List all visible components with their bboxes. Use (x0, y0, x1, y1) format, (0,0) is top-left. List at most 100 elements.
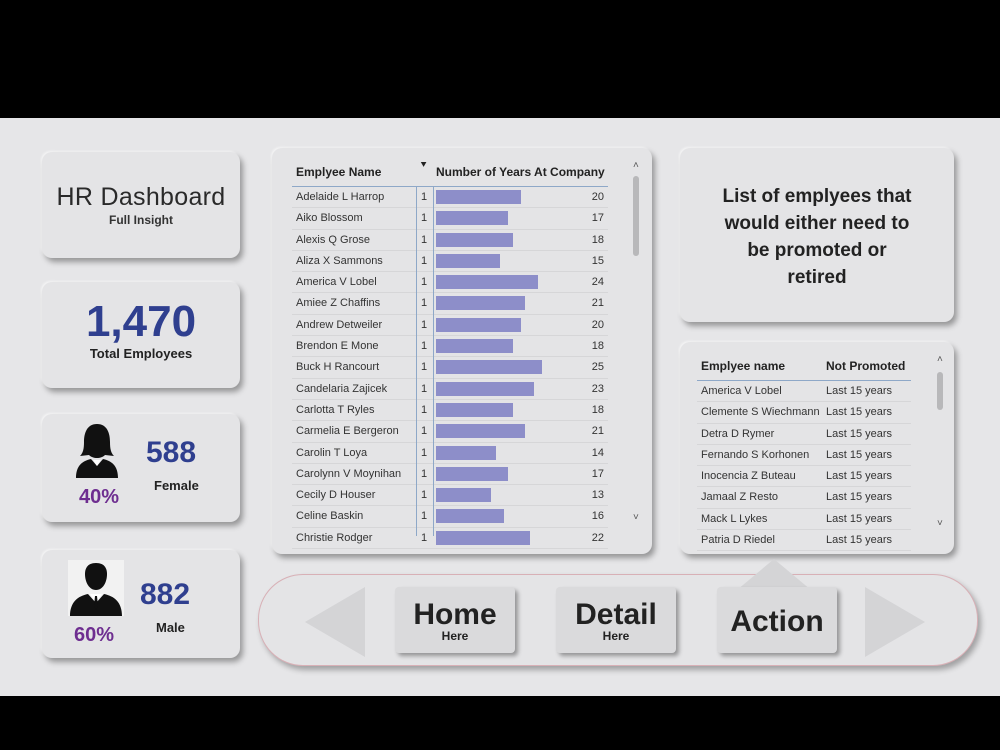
table-row[interactable]: Candelaria Zajicek 1 23 (292, 379, 608, 400)
flag-cell: 1 (421, 297, 428, 310)
table-row[interactable]: Patria D Riedel Last 15 years (697, 530, 911, 552)
table-row[interactable]: Inocencia Z Buteau Last 15 years (697, 466, 911, 488)
employee-name-cell: Carmelia E Bergeron (296, 425, 399, 438)
employee-name-cell: Candelaria Zajicek (296, 382, 388, 395)
male-card: 882 Male 60% (42, 550, 240, 658)
table-body: America V Lobel Last 15 years Clemente S W… (697, 381, 911, 552)
title-card: HR Dashboard Full Insight (42, 152, 240, 258)
flag-cell: 1 (421, 340, 428, 353)
not-promoted-cell: Last 15 years (826, 406, 893, 419)
employee-name-cell: Detra D Rymer (701, 427, 775, 440)
employee-name-cell: Aiko Blossom (296, 212, 363, 225)
flag-cell: 1 (421, 467, 428, 480)
employee-name-cell: America V Lobel (296, 276, 377, 289)
table-row[interactable]: Christie Rodger 1 22 (292, 528, 608, 550)
scroll-up-icon[interactable]: ˄ (937, 354, 943, 365)
action-button-label: Action (730, 605, 824, 638)
info-line: retired (787, 267, 847, 288)
female-percent: 40% (79, 486, 120, 508)
employee-name-cell: Celine Baskin (296, 510, 364, 523)
years-bar (436, 275, 538, 290)
scroll-down-icon[interactable]: ˅ (937, 518, 943, 529)
flag-cell: 1 (421, 318, 428, 331)
table-row[interactable]: Adelaide L Harrop 1 20 (292, 187, 608, 209)
years-value-cell: 18 (591, 340, 604, 353)
flag-cell: 1 (421, 361, 428, 374)
up-arrow-icon[interactable] (729, 557, 819, 597)
scroll-up-icon[interactable]: ˄ (633, 160, 639, 171)
employee-name-cell: Brendon E Mone (296, 340, 379, 353)
scroll-down-icon[interactable]: ˅ (633, 512, 639, 523)
dashboard-title: HR Dashboard (56, 183, 226, 211)
employee-name-cell: Inocencia Z Buteau (701, 470, 796, 483)
table-row[interactable]: Brendon E Mone 1 18 (292, 336, 608, 358)
years-bar (436, 509, 504, 524)
years-value-cell: 15 (591, 254, 604, 267)
female-person-icon (76, 424, 118, 478)
vertical-scrollbar[interactable] (937, 372, 943, 410)
years-bar (436, 190, 521, 204)
not-promoted-table[interactable]: Emplyee name Not Promoted America V Lobe… (697, 352, 911, 552)
table-header: Emplyee name Not Promoted (697, 352, 911, 381)
employee-name-cell: America V Lobel (701, 385, 782, 397)
column-header-name[interactable]: Emplyee name (701, 359, 786, 373)
years-value-cell: 17 (591, 467, 604, 480)
employee-name-cell: Clemente S Wiechmann (701, 406, 820, 419)
employee-name-cell: Jamaal Z Resto (701, 491, 779, 504)
flag-cell: 1 (421, 403, 428, 416)
column-header-not-promoted[interactable]: Not Promoted (826, 359, 906, 373)
table-row[interactable]: Carolin T Loya 1 14 (292, 443, 608, 464)
column-header-years[interactable]: Number of Years At Company (436, 165, 605, 179)
flag-cell: 1 (421, 382, 428, 395)
table-row[interactable]: Carlotta T Ryles 1 18 (292, 400, 608, 422)
table-row[interactable]: Fernando S Korhonen Last 15 years (697, 445, 911, 467)
years-value-cell: 25 (591, 361, 604, 374)
navigation-bar: Home Here Detail Here Action (258, 559, 978, 666)
home-button[interactable]: Home Here (395, 587, 515, 653)
flag-cell: 1 (421, 489, 428, 502)
table-row[interactable]: Andrew Detweiler 1 20 (292, 315, 608, 337)
flag-cell: 1 (421, 254, 428, 267)
years-value-cell: 14 (591, 446, 604, 459)
column-header-name[interactable]: Emplyee Name (296, 165, 382, 179)
not-promoted-cell: Last 15 years (826, 448, 893, 461)
years-value-cell: 22 (591, 531, 604, 544)
not-promoted-cell: Last 15 years (826, 470, 893, 483)
table-row[interactable]: Aliza X Sammons 1 15 (292, 251, 608, 273)
info-line: List of emplyees that (722, 186, 912, 207)
employee-name-cell: Amiee Z Chaffins (296, 297, 381, 310)
back-arrow-icon[interactable] (303, 585, 367, 659)
table-row[interactable]: Aiko Blossom 1 17 (292, 208, 608, 230)
years-bar (436, 339, 513, 354)
employee-name-cell: Aliza X Sammons (296, 254, 383, 267)
years-bar (436, 253, 500, 268)
table-row[interactable]: Jamaal Z Resto Last 15 years (697, 487, 911, 509)
table-row[interactable]: America V Lobel Last 15 years (697, 381, 911, 403)
vertical-scrollbar[interactable] (633, 176, 639, 256)
dashboard-canvas: HR Dashboard Full Insight 1,470 Total Em… (0, 118, 1000, 696)
employee-name-cell: Patria D Riedel (701, 534, 775, 547)
table-row[interactable]: Celine Baskin 1 16 (292, 506, 608, 528)
action-button[interactable]: Action (717, 587, 837, 653)
flag-cell: 1 (421, 212, 428, 225)
table-row[interactable]: Alexis Q Grose 1 18 (292, 230, 608, 251)
table-row[interactable]: Cecily D Houser 1 13 (292, 485, 608, 507)
table-row[interactable]: Buck H Rancourt 1 25 (292, 357, 608, 379)
male-label: Male (156, 620, 185, 635)
detail-button[interactable]: Detail Here (556, 587, 676, 653)
dashboard-subtitle: Full Insight (109, 213, 173, 227)
detail-button-sublabel: Here (602, 629, 630, 643)
table-row[interactable]: America V Lobel 1 24 (292, 272, 608, 294)
info-text: List of emplyees that would either need … (680, 183, 954, 291)
flag-cell: 1 (421, 233, 428, 246)
sort-desc-icon[interactable]: ⯆ (420, 160, 428, 170)
table-row[interactable]: Clemente S Wiechmann Last 15 years (697, 402, 911, 424)
table-row[interactable]: Carolynn V Moynihan 1 17 (292, 464, 608, 486)
table-row[interactable]: Amiee Z Chaffins 1 21 (292, 293, 608, 315)
years-bar (436, 445, 496, 460)
forward-arrow-icon[interactable] (863, 585, 927, 659)
table-row[interactable]: Mack L Lykes Last 15 years (697, 509, 911, 531)
table-row[interactable]: Detra D Rymer Last 15 years (697, 424, 911, 445)
table-row[interactable]: Carmelia E Bergeron 1 21 (292, 421, 608, 443)
years-at-company-table[interactable]: Emplyee Name ⯆ Number of Years At Compan… (292, 158, 608, 550)
